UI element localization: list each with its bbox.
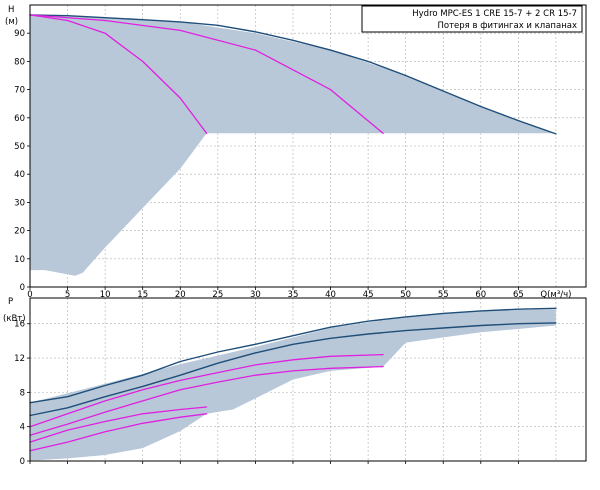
power-ytick-label: 0	[20, 457, 25, 467]
head-xtick-label: 20	[175, 290, 186, 300]
head-xtick-label: Q(м³/ч)	[540, 290, 571, 300]
head-ytick-label: 0	[20, 283, 25, 293]
head-ytick-label: 30	[14, 198, 25, 208]
power-operating-area	[30, 309, 556, 461]
head-xtick-label: 55	[438, 290, 449, 300]
power-curves	[29, 307, 557, 452]
head-xtick-label: 15	[137, 290, 148, 300]
head-ytick-label: 80	[14, 57, 25, 67]
legend-losses-note: Потеря в фитингах и клапанах	[438, 21, 578, 31]
head-axis-ticks: 0 10 20 30 40 50 60 70 80 90 0 5 10 15 20 25 30 35 40 45 50 5…	[14, 29, 571, 300]
power-ytick-label: 8	[20, 388, 25, 398]
head-xtick-label: 40	[325, 290, 336, 300]
head-ytick-label: 60	[14, 114, 25, 124]
head-xtick-label: 45	[363, 290, 374, 300]
head-ytick-label: 90	[14, 29, 25, 39]
legend-product-name: Hydro MPC-ES 1 CRE 15-7 + 2 CR 15-7	[412, 9, 577, 19]
power-curve-pump-d	[29, 413, 208, 452]
power-curve-pump-b	[29, 365, 384, 436]
power-ytick-label: 12	[14, 354, 25, 364]
power-axis-unit: (кВт)	[3, 314, 26, 324]
head-axis-label: H	[8, 5, 14, 15]
power-ytick-label: 16	[14, 320, 25, 330]
head-xtick-label: 0	[27, 290, 32, 300]
head-ytick-label: 20	[14, 227, 25, 237]
power-axis-label: P	[8, 297, 13, 307]
power-curve-max-lower	[29, 322, 557, 417]
power-chart-frame	[29, 297, 587, 462]
head-curve-pump-2	[29, 14, 384, 134]
head-ytick-label: 50	[14, 142, 25, 152]
head-curve-max	[29, 14, 557, 135]
head-xtick-label: 5	[65, 290, 70, 300]
head-xtick-label: 25	[212, 290, 223, 300]
head-ytick-label: 40	[14, 170, 25, 180]
head-xtick-label: 50	[400, 290, 411, 300]
head-ytick-label: 70	[14, 86, 25, 96]
power-operating-range	[30, 309, 556, 461]
power-curve-pump-a	[29, 353, 384, 428]
head-xtick-label: 30	[250, 290, 261, 300]
power-curve-pump-c	[29, 406, 208, 443]
power-curve-max-upper	[29, 307, 557, 404]
head-ytick-label: 10	[14, 255, 25, 265]
head-xtick-label: 35	[288, 290, 299, 300]
legend-box: Hydro MPC-ES 1 CRE 15-7 + 2 CR 15-7 Поте…	[361, 5, 583, 33]
head-curve-pump-1	[29, 14, 208, 134]
head-xtick-label: 10	[100, 290, 111, 300]
power-axis-ticks: 0 4 8 12 16	[14, 320, 519, 467]
head-xtick-label: 60	[475, 290, 486, 300]
head-curves	[29, 14, 557, 135]
power-ytick-label: 4	[20, 423, 25, 433]
head-xtick-label: 65	[513, 290, 524, 300]
head-axis-unit: (м)	[5, 17, 18, 27]
